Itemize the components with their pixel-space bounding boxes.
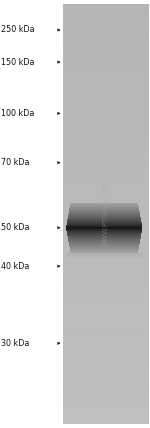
Text: 70 kDa: 70 kDa: [1, 158, 29, 167]
Text: 40 kDa: 40 kDa: [1, 262, 29, 271]
Text: 150 kDa: 150 kDa: [1, 57, 34, 67]
Text: 50 kDa: 50 kDa: [1, 223, 29, 232]
Text: 100 kDa: 100 kDa: [1, 109, 34, 118]
Text: WWW.PTGLAB.COM: WWW.PTGLAB.COM: [103, 182, 109, 246]
Text: 250 kDa: 250 kDa: [1, 25, 34, 35]
Text: 30 kDa: 30 kDa: [1, 339, 29, 348]
